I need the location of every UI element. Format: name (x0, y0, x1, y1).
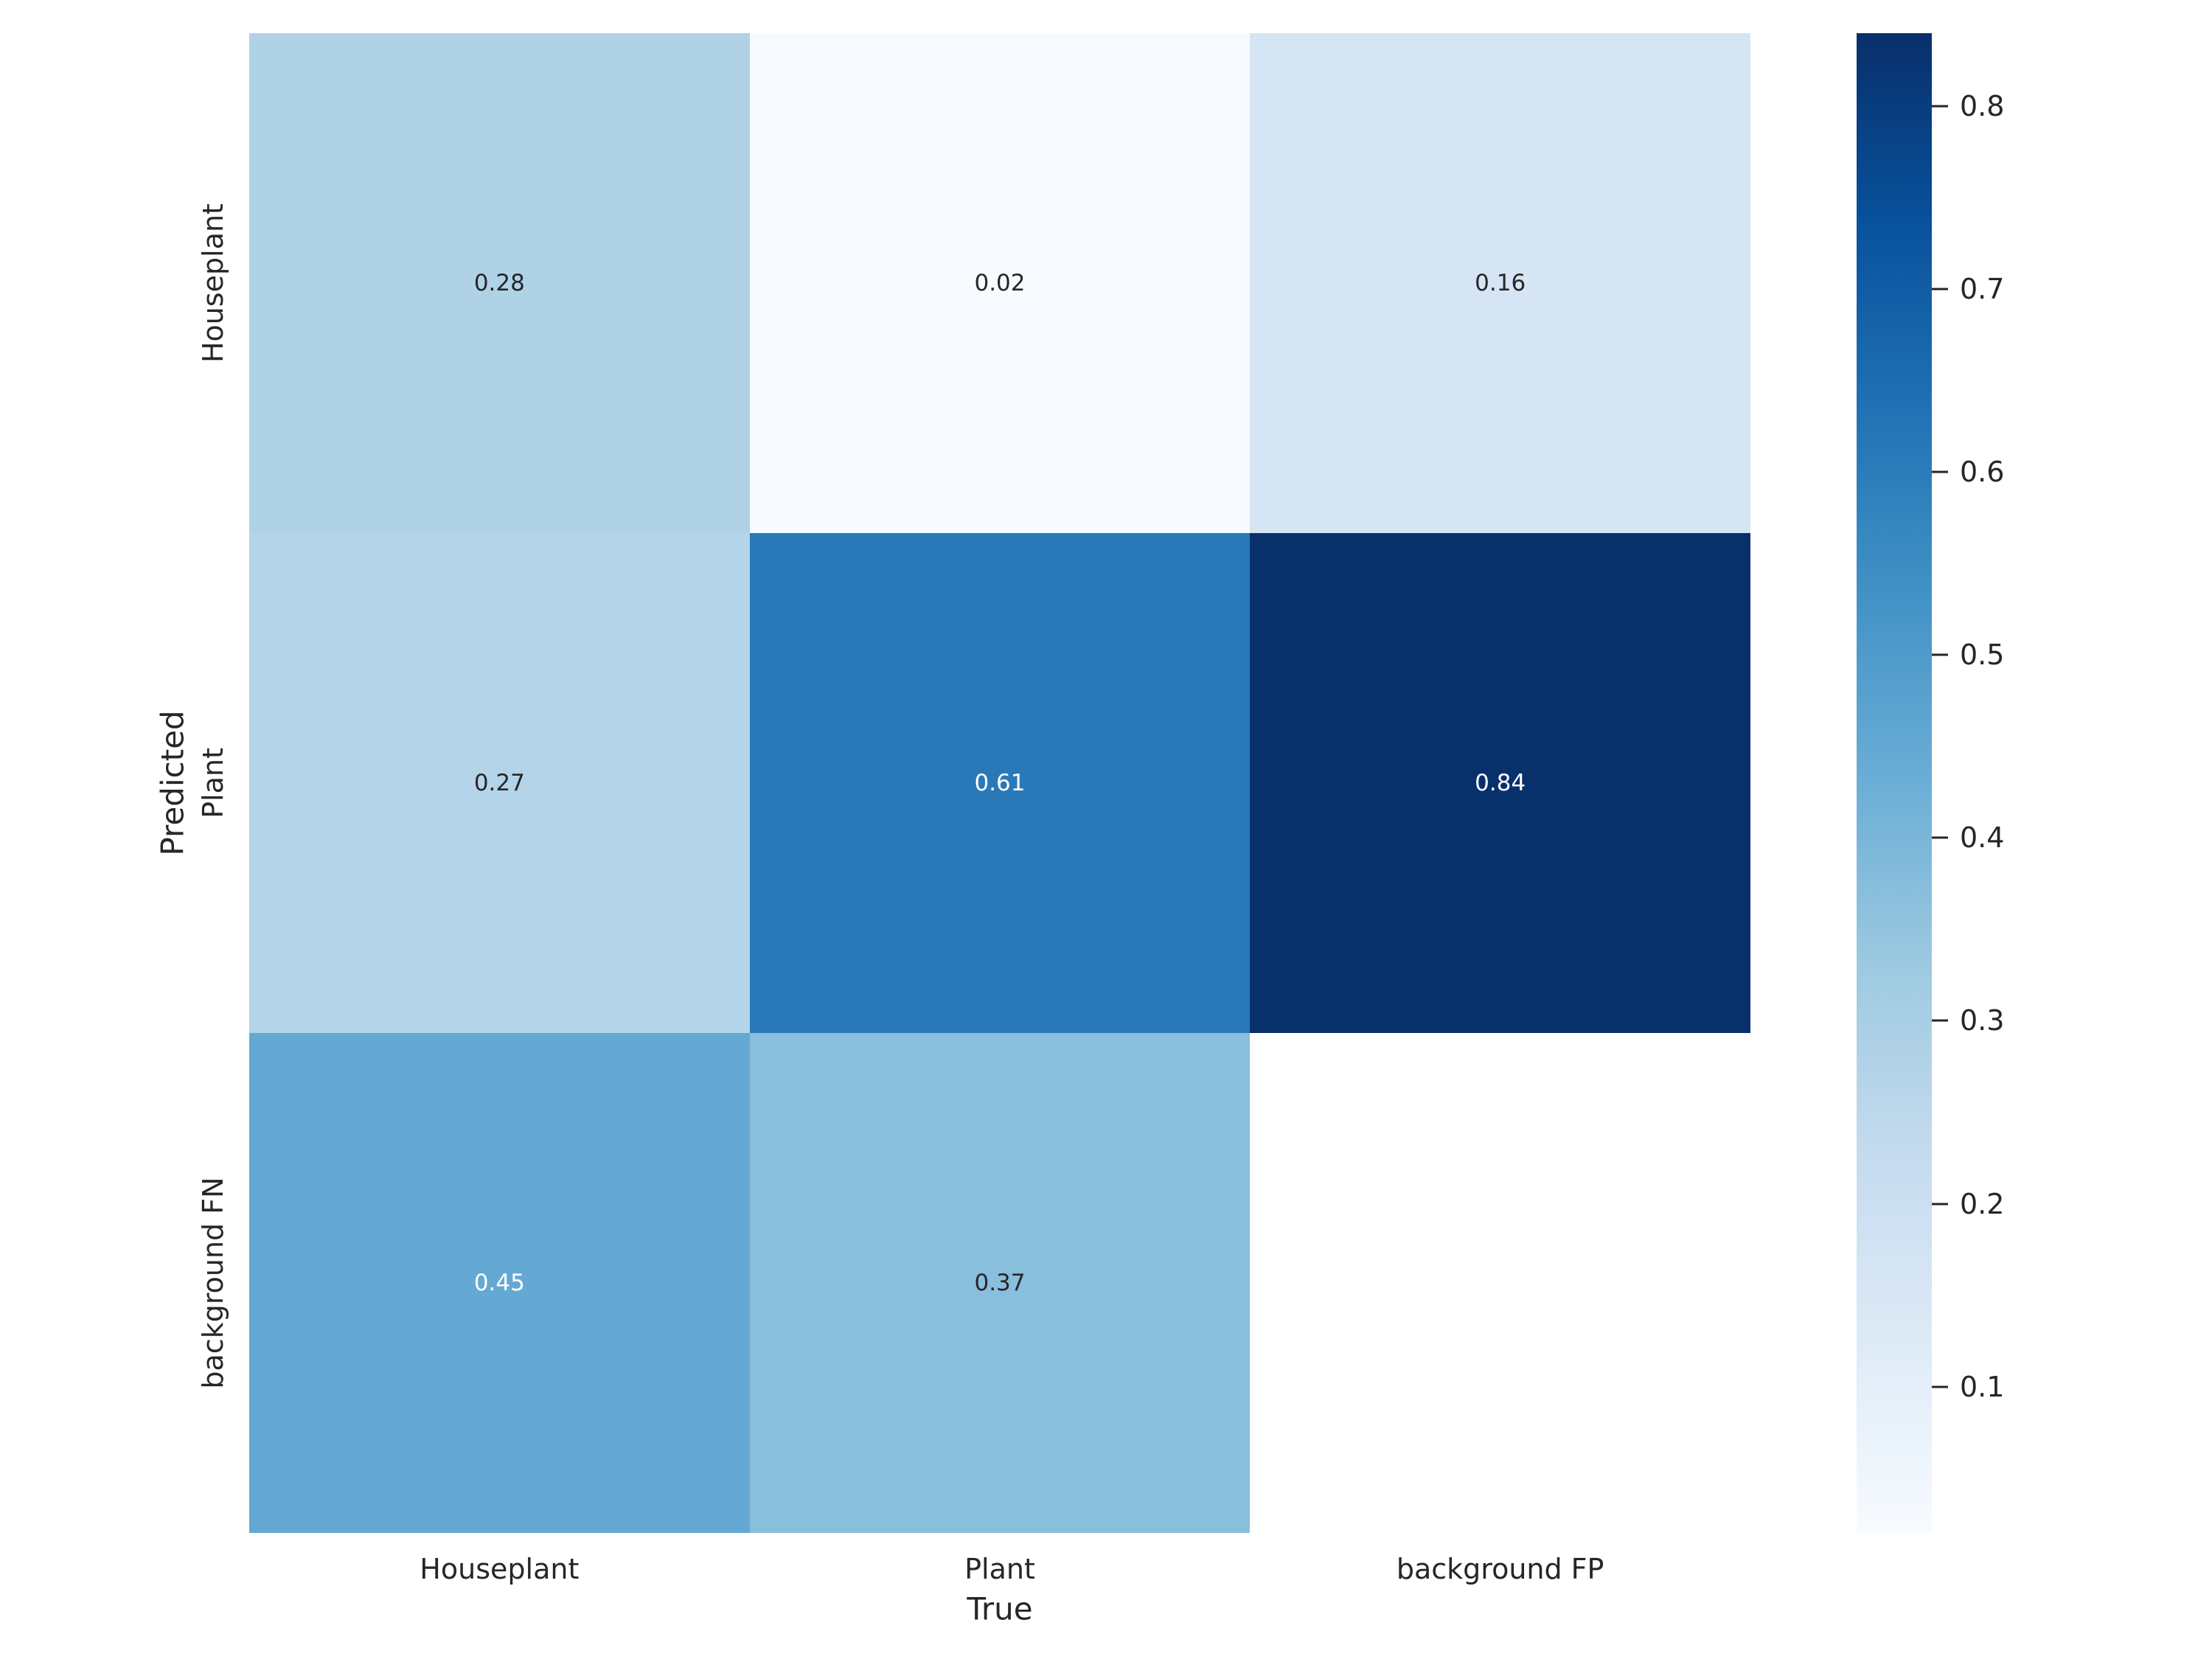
colorbar-gradient (1857, 33, 1932, 1533)
colorbar-tick-mark (1932, 1385, 1948, 1388)
colorbar-tick-mark (1932, 288, 1948, 291)
heatmap-cell: 0.84 (1250, 533, 1750, 1033)
colorbar-tick-label: 0.2 (1960, 1187, 2005, 1220)
y-tick-label: background FN (197, 1177, 229, 1389)
y-axis-label: Predicted (154, 710, 191, 856)
x-axis-label: True (967, 1590, 1033, 1627)
colorbar-tick-label: 0.3 (1960, 1004, 2005, 1037)
colorbar-tick-label: 0.4 (1960, 821, 2005, 855)
x-tick-label: Plant (964, 1553, 1035, 1585)
y-tick-label: Plant (197, 748, 229, 818)
colorbar-tick-mark (1932, 1203, 1948, 1205)
x-tick-label: Houseplant (420, 1553, 580, 1585)
colorbar-tick-mark (1932, 653, 1948, 656)
cell-annotation: 0.61 (974, 769, 1026, 796)
y-tick-label: Houseplant (197, 203, 229, 364)
heatmap-grid: 0.28 0.02 0.16 0.27 0.61 0.84 0.45 0.37 (249, 33, 1750, 1533)
colorbar-tick-label: 0.8 (1960, 90, 2005, 123)
cell-annotation: 0.84 (1475, 769, 1526, 796)
heatmap-cell: 0.37 (749, 1033, 1251, 1533)
cell-annotation: 0.37 (974, 1269, 1026, 1296)
heatmap-cell: 0.28 (249, 33, 750, 533)
cell-annotation: 0.45 (473, 1269, 525, 1296)
heatmap-cell: 0.27 (249, 533, 750, 1033)
cell-annotation: 0.27 (473, 769, 525, 796)
colorbar-tick-label: 0.6 (1960, 456, 2005, 489)
x-tick-label: background FP (1396, 1553, 1604, 1585)
colorbar-tick-mark (1932, 1019, 1948, 1022)
cell-annotation: 0.16 (1475, 269, 1526, 296)
colorbar-tick-label: 0.1 (1960, 1370, 2005, 1403)
cell-annotation: 0.28 (473, 269, 525, 296)
heatmap-cell: 0.61 (749, 533, 1251, 1033)
colorbar-tick-label: 0.7 (1960, 273, 2005, 306)
cell-annotation: 0.02 (974, 269, 1026, 296)
colorbar-tick-mark (1932, 470, 1948, 473)
colorbar-tick-label: 0.5 (1960, 639, 2005, 672)
colorbar-tick-mark (1932, 836, 1948, 839)
colorbar-tick-mark (1932, 105, 1948, 108)
heatmap-cell: 0.02 (749, 33, 1251, 533)
heatmap-cell: 0.45 (249, 1033, 750, 1533)
heatmap-cell-masked (1250, 1033, 1750, 1533)
heatmap-cell: 0.16 (1250, 33, 1750, 533)
